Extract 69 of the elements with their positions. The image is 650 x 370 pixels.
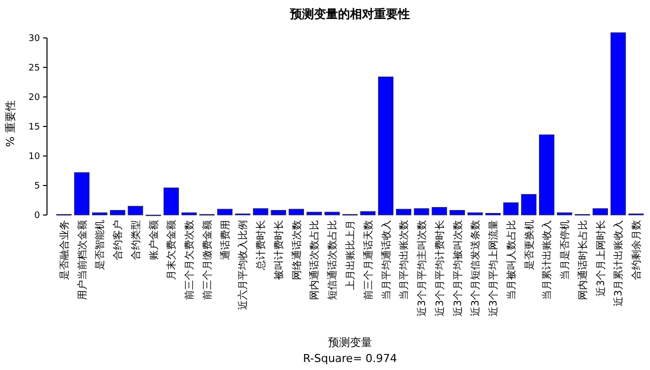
bar — [164, 188, 179, 216]
y-tick-label: 0 — [34, 211, 40, 221]
bar — [270, 210, 286, 216]
x-tick-label: 月末欠费金额 — [166, 220, 178, 280]
x-tick-label: 当月被叫人数占比 — [505, 220, 518, 300]
x-tick-label: 前三个月缴费金额 — [201, 220, 214, 300]
bar — [288, 208, 304, 216]
y-axis-title: % 重要性 — [4, 100, 17, 147]
x-tick-label: 账户金额 — [148, 220, 160, 260]
x-tick-label: 近3个月短信发送条数 — [470, 220, 482, 316]
bar — [450, 210, 465, 216]
bar — [252, 208, 268, 216]
bar — [503, 202, 519, 216]
x-tick-label: 网络通话次数 — [290, 220, 303, 280]
x-axis-title: 预测变量 — [328, 336, 372, 349]
x-tick-label: 当月平均通话收入 — [380, 220, 392, 300]
x-tick-label: 用户当前档次金额 — [76, 220, 88, 300]
x-tick-label: 前三个月通话天数 — [362, 220, 374, 300]
bar — [521, 194, 536, 216]
x-tick-label: 通话费用 — [219, 220, 232, 260]
bar — [217, 208, 233, 216]
x-tick-label: 是否智能机 — [94, 220, 106, 270]
bar — [432, 207, 448, 216]
x-tick-label: 近六月平均收入比例 — [237, 220, 250, 310]
x-tick-label: 合约类型 — [130, 220, 142, 260]
x-tick-label: 合约客户 — [112, 220, 124, 260]
bar — [396, 208, 412, 216]
bar — [556, 212, 572, 216]
bar — [74, 172, 90, 216]
y-tick-label: 5 — [34, 181, 40, 192]
chart-title: 预测变量的相对重要性 — [289, 7, 410, 21]
bar — [306, 212, 322, 216]
x-tick-label: 网内通话次数占比 — [308, 220, 321, 300]
bar — [181, 212, 197, 216]
x-tick-label: 当月累计出账收入 — [541, 220, 554, 300]
x-tick-label: 网内通话时长占比 — [576, 220, 589, 300]
bar — [414, 208, 430, 216]
x-tick-label: 当月平均出账次数 — [398, 220, 410, 300]
bar — [92, 212, 108, 216]
bar — [378, 76, 394, 216]
x-tick-label: 短信通话次数占比 — [326, 220, 339, 300]
x-tick-label: 近3个月平均被叫次数 — [452, 220, 464, 316]
y-tick-label: 15 — [28, 122, 40, 132]
x-tick-label: 近3个月平均上网流量 — [488, 220, 500, 316]
x-tick-label: 是否融合业务 — [58, 220, 70, 280]
x-tick-label: 合约剩余月数 — [630, 220, 643, 280]
bar — [360, 211, 376, 216]
x-tick-label: 近3月累计出账收入 — [612, 220, 625, 306]
bar — [128, 206, 144, 216]
x-tick-label: 近3个月平均主叫次数 — [416, 220, 428, 316]
bar — [467, 212, 483, 216]
x-tick-label: 总计费时长 — [255, 220, 268, 271]
bar — [324, 212, 340, 216]
bar — [110, 210, 126, 216]
x-tick-label: 是否更换机 — [523, 220, 536, 270]
y-tick-label: 10 — [28, 152, 40, 162]
x-tick-label: 上月出账比上月 — [344, 220, 356, 290]
y-tick-label: 30 — [28, 34, 40, 44]
y-tick-label: 25 — [28, 63, 40, 74]
x-tick-label: 前三个月欠费次数 — [184, 220, 196, 300]
bar — [610, 32, 626, 216]
x-tick-label: 被叫计费时长 — [272, 220, 285, 280]
x-tick-label: 近3个月平均计费时长 — [434, 220, 446, 316]
x-tick-label: 近3个月上网时长 — [594, 220, 607, 296]
y-tick-label: 20 — [28, 92, 40, 103]
bar — [592, 208, 608, 216]
text: R-Square= 0.974 — [302, 352, 398, 365]
x-tick-label: 当月是否停机 — [559, 220, 572, 280]
bar — [538, 134, 554, 216]
